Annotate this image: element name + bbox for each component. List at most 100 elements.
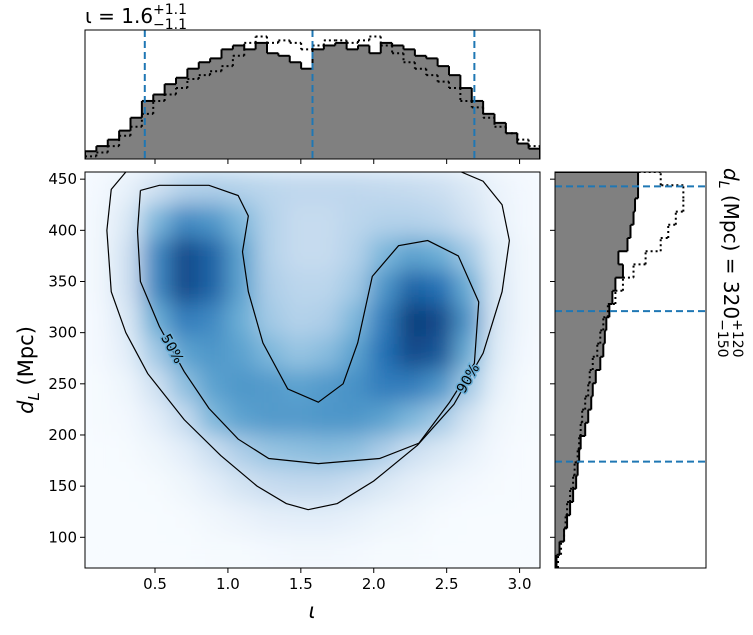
contour-line <box>136 184 480 465</box>
title-text: ι = 1.6 <box>85 4 153 28</box>
density-cell <box>255 270 285 305</box>
density-cell <box>198 336 228 371</box>
histogram-bar <box>555 541 560 555</box>
density-cell <box>312 468 342 503</box>
histogram-bar <box>130 117 142 159</box>
histogram-bar <box>107 139 120 159</box>
density-cell <box>511 501 540 536</box>
density-cell <box>198 172 228 206</box>
density-cell <box>340 402 370 437</box>
density-cell <box>112 237 143 272</box>
histogram-bar <box>346 49 358 159</box>
histogram-bar <box>517 143 529 159</box>
right-histogram <box>555 172 706 568</box>
density-cell <box>425 468 456 503</box>
density-cell <box>255 172 285 206</box>
density-cell <box>312 303 342 338</box>
histogram-bar <box>494 122 506 159</box>
title-sub: −150 <box>714 319 730 357</box>
density-cell <box>511 303 540 338</box>
label-rest: (Mpc) <box>14 326 38 392</box>
density-cell <box>141 468 171 503</box>
density-cell <box>112 534 143 568</box>
histogram-bar <box>278 55 290 159</box>
histogram-bar <box>483 113 495 159</box>
histogram-bar <box>369 53 381 159</box>
density-cell <box>397 237 427 272</box>
density-cell <box>198 204 228 239</box>
y-tick-label: 200 <box>48 426 77 444</box>
density-cell <box>255 468 285 503</box>
density-cell <box>312 172 342 206</box>
density-cell <box>482 534 513 568</box>
density-cell <box>397 501 427 536</box>
density-cell <box>169 534 200 568</box>
density-cell <box>482 369 513 404</box>
density-cell <box>425 435 456 470</box>
density-cell <box>85 172 114 206</box>
x-tick-label: 1.0 <box>216 575 240 593</box>
title-sup: +1.1 <box>153 2 187 18</box>
density-cell <box>141 402 171 437</box>
title-var: d <box>719 168 743 181</box>
density-cell <box>425 501 456 536</box>
density-cell <box>283 336 313 371</box>
density-cell <box>198 402 228 437</box>
main-plot: 50%90% <box>85 172 540 568</box>
density-cell <box>482 435 513 470</box>
top-title: ι = 1.6+1.1 −1.1 <box>85 2 187 33</box>
density-cell <box>368 303 399 338</box>
density-cell <box>454 172 484 206</box>
histogram-bar <box>555 238 628 252</box>
histogram-bar <box>119 130 131 159</box>
density-cell <box>511 534 540 568</box>
density-cell <box>85 534 114 568</box>
histogram-bar <box>210 58 222 159</box>
density-cell <box>340 336 370 371</box>
density-cell <box>482 336 513 371</box>
density-cell <box>198 468 228 503</box>
title-text: (Mpc) = 320 <box>719 189 743 320</box>
density-cell <box>482 303 513 338</box>
label-var: d <box>14 400 38 414</box>
density-cell <box>198 270 228 305</box>
title-sup: +120 <box>729 319 745 357</box>
density-cell <box>340 204 370 239</box>
histogram-bar <box>255 42 267 159</box>
y-tick-label: 450 <box>48 170 77 188</box>
density-cell <box>226 270 257 305</box>
density-cell <box>198 435 228 470</box>
top-histogram <box>85 30 540 159</box>
density-cell <box>454 270 484 305</box>
density-cell <box>169 270 200 305</box>
y-tick-label: 250 <box>48 375 77 393</box>
density-cell <box>312 501 342 536</box>
y-axis-label-group: dL (Mpc) <box>14 326 43 414</box>
histogram-bar <box>153 94 165 159</box>
histogram-bar <box>555 488 574 502</box>
density-cell <box>425 172 456 206</box>
density-cell <box>511 270 540 305</box>
density-cell <box>283 468 313 503</box>
density-cell <box>482 402 513 437</box>
density-cell <box>511 237 540 272</box>
histogram-bar <box>555 264 623 278</box>
density-cell <box>511 402 540 437</box>
density-cell <box>312 270 342 305</box>
density-cell <box>283 534 313 568</box>
density-cell <box>141 204 171 239</box>
x-axis-label: ι <box>308 599 315 623</box>
density-cell <box>85 402 114 437</box>
density-cell <box>482 204 513 239</box>
x-tick-label: 3.0 <box>508 575 532 593</box>
density-cell <box>425 204 456 239</box>
density-cell <box>511 336 540 371</box>
density-cell <box>454 237 484 272</box>
histogram-bar <box>403 49 415 159</box>
density-cell <box>397 534 427 568</box>
density-cell <box>454 204 484 239</box>
density-cell <box>226 534 257 568</box>
density-cell <box>511 435 540 470</box>
density-cell <box>312 435 342 470</box>
